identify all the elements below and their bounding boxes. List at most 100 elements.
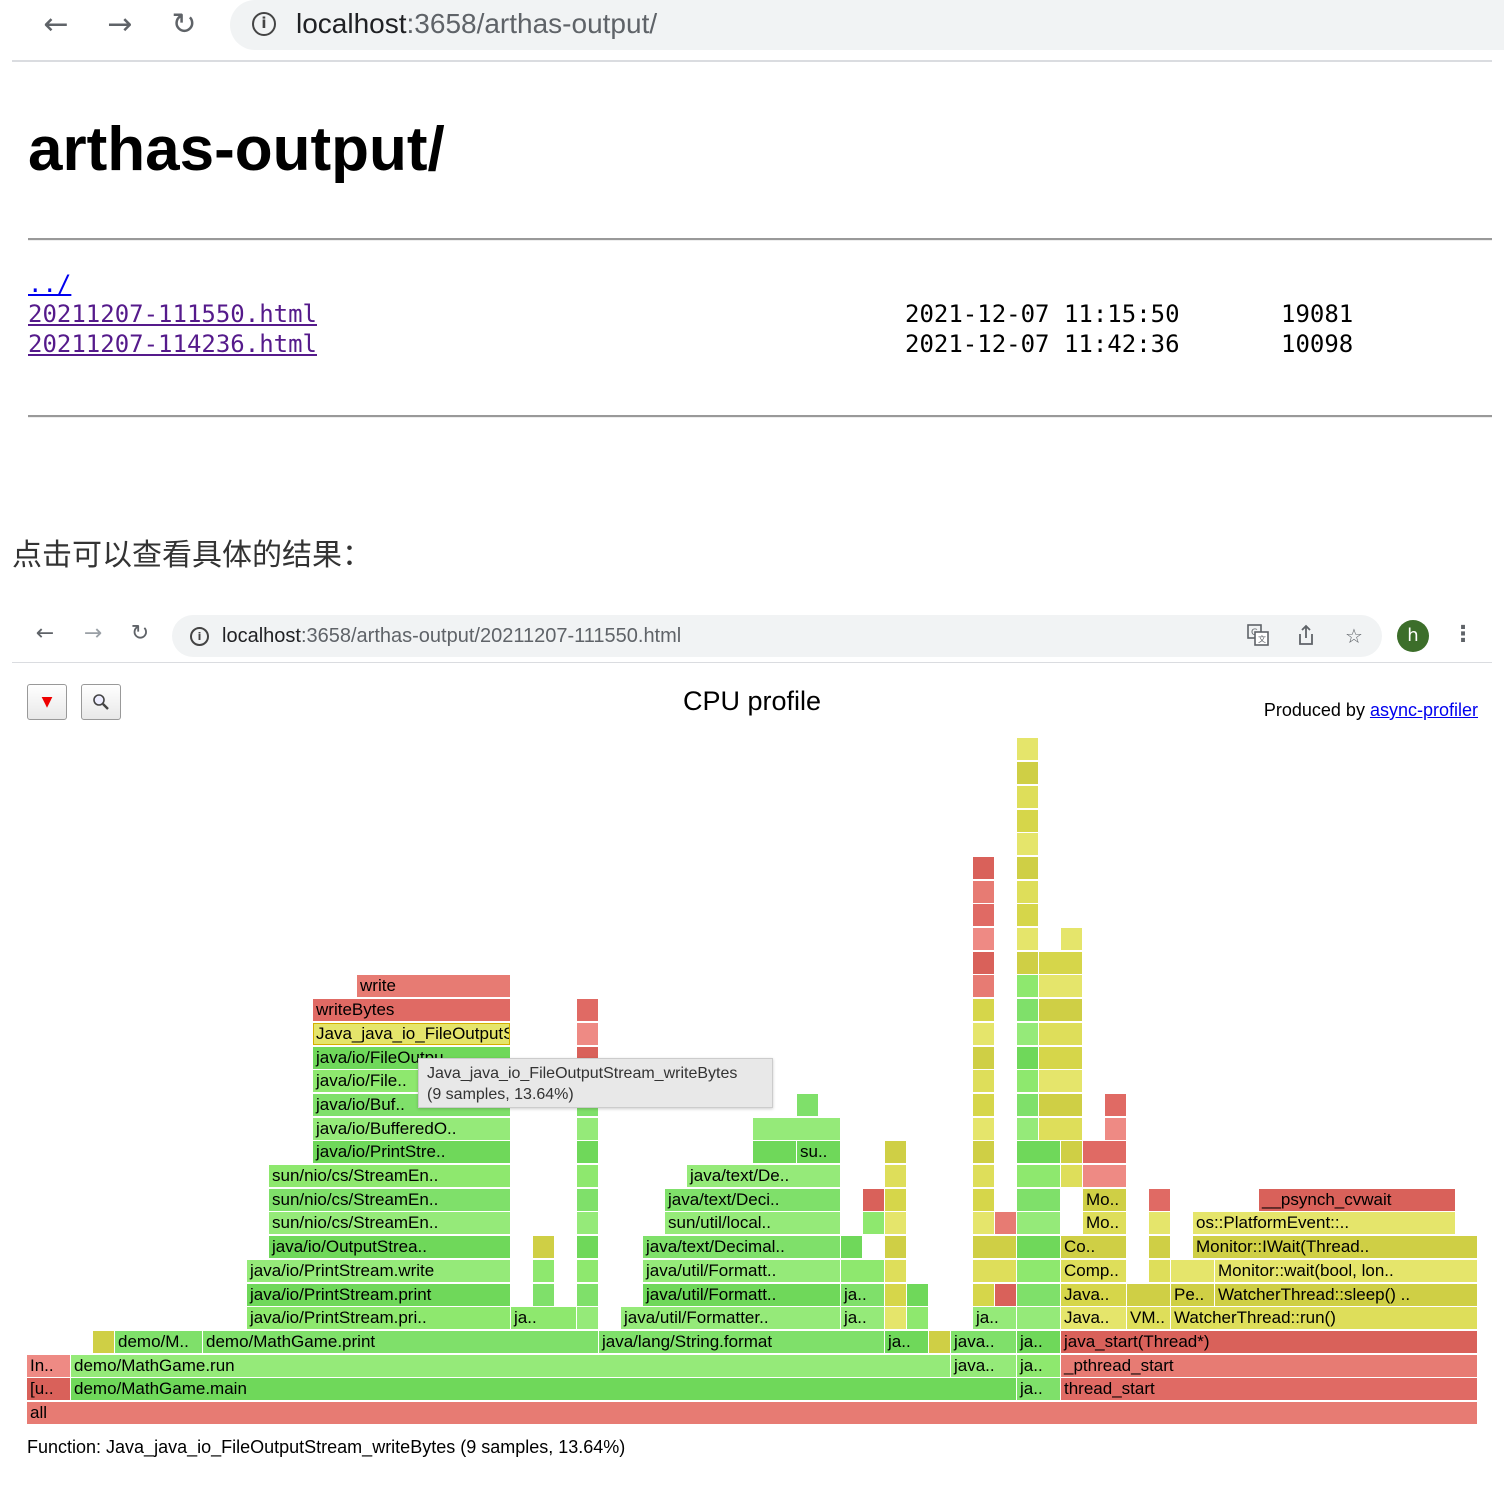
search-button[interactable] (81, 684, 121, 720)
flame-frame-unlabeled[interactable] (797, 1094, 818, 1116)
flame-frame-unlabeled[interactable] (533, 1284, 554, 1306)
flame-frame-unlabeled[interactable] (1017, 1118, 1038, 1140)
flame-frame[interactable]: sun/nio/cs/StreamEn.. (269, 1165, 510, 1187)
flame-frame-unlabeled[interactable] (973, 928, 994, 950)
flame-frame-unlabeled[interactable] (973, 1284, 994, 1306)
flame-frame-unlabeled[interactable] (973, 1189, 994, 1211)
flame-frame-unlabeled[interactable] (753, 1118, 840, 1140)
flame-frame-unlabeled[interactable] (1017, 738, 1038, 760)
flame-frame-unlabeled[interactable] (1017, 928, 1038, 950)
star-icon[interactable]: ☆ (1345, 624, 1363, 648)
flame-frame-unlabeled[interactable] (577, 1165, 598, 1187)
flame-frame-unlabeled[interactable] (577, 1307, 598, 1329)
flame-frame[interactable]: demo/MathGame.print (203, 1331, 598, 1353)
flame-frame-unlabeled[interactable] (577, 999, 598, 1021)
flame-frame-unlabeled[interactable] (1017, 1212, 1060, 1234)
flame-frame-unlabeled[interactable] (841, 1236, 862, 1258)
flame-frame-unlabeled[interactable] (1017, 975, 1038, 997)
share-icon[interactable] (1294, 624, 1318, 648)
flame-frame-unlabeled[interactable] (1149, 1260, 1170, 1282)
flame-frame[interactable]: WatcherThread::sleep() .. (1215, 1284, 1477, 1306)
flame-frame[interactable]: demo/MathGame.run (71, 1355, 950, 1377)
flame-frame[interactable]: su.. (797, 1141, 840, 1163)
flame-frame-unlabeled[interactable] (1017, 762, 1038, 784)
flame-frame-unlabeled[interactable] (753, 1141, 796, 1163)
flame-frame-unlabeled[interactable] (929, 1331, 950, 1353)
flame-frame-unlabeled[interactable] (973, 1236, 1016, 1258)
flame-frame[interactable]: Pe.. (1171, 1284, 1214, 1306)
flame-frame-unlabeled[interactable] (885, 1165, 906, 1187)
flame-frame-unlabeled[interactable] (973, 1165, 994, 1187)
kebab-menu-icon[interactable]: ⋮ (1452, 622, 1474, 647)
flame-frame-unlabeled[interactable] (577, 1236, 598, 1258)
flame-frame-unlabeled[interactable] (1017, 1307, 1060, 1329)
flame-frame[interactable]: __psynch_cvwait (1259, 1189, 1455, 1211)
info-icon[interactable]: i (252, 12, 276, 36)
flame-frame[interactable]: ja.. (973, 1307, 1016, 1329)
flame-frame[interactable]: ja.. (1017, 1355, 1060, 1377)
flame-frame[interactable]: ja.. (885, 1331, 928, 1353)
flame-frame-unlabeled[interactable] (1017, 833, 1038, 855)
flame-frame-unlabeled[interactable] (1017, 857, 1038, 879)
flame-frame-unlabeled[interactable] (1017, 810, 1038, 832)
flame-frame[interactable]: java/text/De.. (687, 1165, 840, 1187)
address-bar[interactable]: i localhost:3658/arthas-output/20211207-… (172, 615, 1382, 657)
flame-frame-unlabeled[interactable] (1017, 881, 1038, 903)
address-bar[interactable]: i localhost:3658/arthas-output/ (230, 0, 1504, 50)
flame-frame-unlabeled[interactable] (995, 1212, 1016, 1234)
flame-frame[interactable]: Java.. (1061, 1307, 1126, 1329)
flame-frame-unlabeled[interactable] (973, 904, 994, 926)
flame-frame[interactable]: java/io/PrintStre.. (313, 1141, 510, 1163)
flame-frame-unlabeled[interactable] (1105, 1094, 1126, 1116)
flame-frame-unlabeled[interactable] (973, 1260, 1016, 1282)
flame-frame-unlabeled[interactable] (885, 1284, 906, 1306)
async-profiler-link[interactable]: async-profiler (1369, 700, 1478, 720)
forward-icon[interactable]: → (83, 620, 103, 646)
flame-frame[interactable]: thread_start (1061, 1378, 1477, 1400)
flame-frame-unlabeled[interactable] (1039, 975, 1082, 997)
flame-frame-unlabeled[interactable] (1017, 786, 1038, 808)
flame-frame-unlabeled[interactable] (1039, 952, 1082, 974)
back-icon[interactable]: ← (35, 620, 55, 646)
flame-frame[interactable]: VM.. (1127, 1307, 1170, 1329)
flame-frame-unlabeled[interactable] (973, 975, 994, 997)
parent-dir-link[interactable]: ../ (28, 270, 72, 298)
flame-frame[interactable]: java/lang/String.format (599, 1331, 884, 1353)
forward-icon[interactable]: → (107, 6, 133, 42)
flame-frame-unlabeled[interactable] (1017, 952, 1038, 974)
flame-frame-unlabeled[interactable] (577, 1260, 598, 1282)
flame-frame-unlabeled[interactable] (885, 1307, 906, 1329)
flame-frame[interactable]: Monitor::wait(bool, lon.. (1215, 1260, 1477, 1282)
flame-frame[interactable]: writeBytes (313, 999, 510, 1021)
flame-frame[interactable]: ja.. (841, 1307, 884, 1329)
reload-icon[interactable]: ↻ (171, 6, 197, 42)
flame-frame-unlabeled[interactable] (1083, 1141, 1126, 1163)
reload-icon[interactable]: ↻ (130, 620, 150, 646)
flame-frame-unlabeled[interactable] (1061, 1141, 1082, 1163)
info-icon[interactable]: i (190, 627, 209, 646)
flame-frame[interactable]: [u.. (27, 1378, 70, 1400)
flame-frame-unlabeled[interactable] (1017, 904, 1038, 926)
flame-frame[interactable]: Mo.. (1083, 1189, 1126, 1211)
flame-frame-unlabeled[interactable] (1017, 999, 1038, 1021)
flame-frame-unlabeled[interactable] (885, 1260, 906, 1282)
flame-frame-unlabeled[interactable] (973, 952, 994, 974)
flame-frame[interactable]: ja.. (1017, 1378, 1060, 1400)
flame-frame-unlabeled[interactable] (1061, 1165, 1082, 1187)
flame-frame[interactable]: java/io/PrintStream.pri.. (247, 1307, 510, 1329)
flame-frame-unlabeled[interactable] (1039, 1118, 1082, 1140)
flame-frame-unlabeled[interactable] (885, 1236, 906, 1258)
flame-frame[interactable]: Monitor::IWait(Thread.. (1193, 1236, 1477, 1258)
flame-frame-unlabeled[interactable] (973, 999, 994, 1021)
flame-frame[interactable]: sun/nio/cs/StreamEn.. (269, 1189, 510, 1211)
flame-frame[interactable]: java/text/Decimal.. (643, 1236, 840, 1258)
flame-frame[interactable]: java.. (951, 1331, 1016, 1353)
flame-frame-unlabeled[interactable] (533, 1236, 554, 1258)
flame-frame-unlabeled[interactable] (1017, 1165, 1060, 1187)
flame-frame-unlabeled[interactable] (973, 1023, 994, 1045)
flame-frame-unlabeled[interactable] (1061, 928, 1082, 950)
flame-frame[interactable]: Java.. (1061, 1284, 1126, 1306)
flame-frame[interactable]: java_start(Thread*) (1061, 1331, 1477, 1353)
flame-frame-unlabeled[interactable] (577, 1118, 598, 1140)
flame-frame-unlabeled[interactable] (1083, 1165, 1126, 1187)
